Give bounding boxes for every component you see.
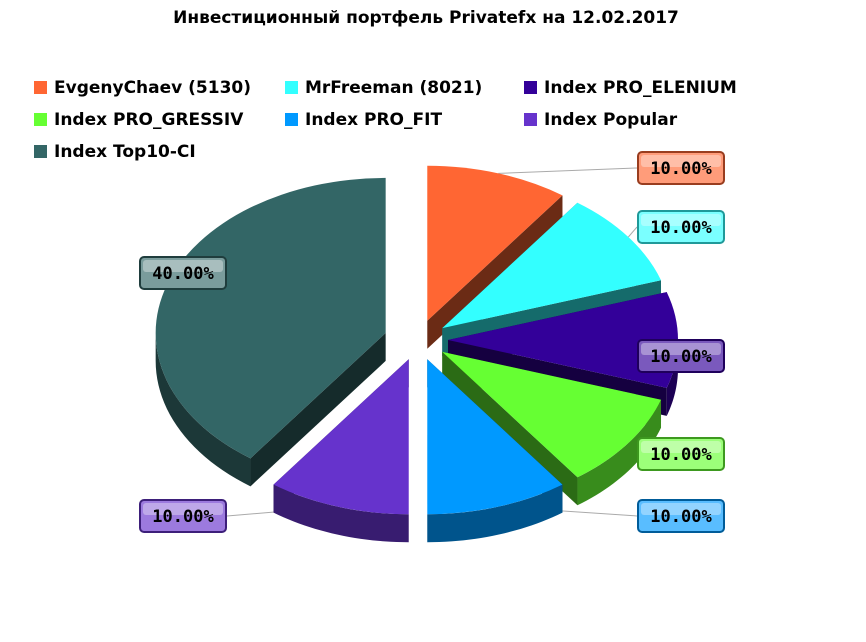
value-label-4: 10.00% (637, 437, 725, 471)
legend-label-4: Index PRO_GRESSIV (54, 110, 244, 130)
legend-label-5: Index PRO_FIT (305, 110, 442, 130)
legend: EvgenyChaev (5130) MrFreeman (8021) Index … (34, 78, 737, 162)
value-label-text-4: 10.00% (650, 445, 712, 465)
legend-swatch-7 (34, 145, 47, 158)
value-label-text-2: 10.00% (650, 218, 712, 238)
legend-swatch-4 (34, 113, 47, 126)
legend-label-2: MrFreeman (8021) (305, 78, 482, 98)
legend-swatch-1 (34, 81, 47, 94)
pie-slice-7 (155, 177, 386, 459)
value-label-2: 10.00% (637, 210, 725, 244)
slice-labels: 10.00% 10.00% 10.00% 10.00% 10.00% 10.00% 40.0… (139, 151, 725, 533)
legend-label-3: Index PRO_ELENIUM (544, 78, 737, 98)
value-label-text-7: 40.00% (152, 264, 214, 284)
pie-slice-1 (427, 165, 563, 321)
value-label-text-5: 10.00% (650, 507, 712, 527)
legend-label-1: EvgenyChaev (5130) (54, 78, 251, 98)
value-label-text-3: 10.00% (650, 347, 712, 367)
value-label-text-1: 10.00% (650, 159, 712, 179)
value-label-6: 10.00% (139, 499, 227, 533)
value-label-1: 10.00% (637, 151, 725, 185)
legend-swatch-5 (285, 113, 298, 126)
value-label-7: 40.00% (139, 256, 227, 290)
pie-slice-2 (442, 202, 662, 329)
legend-swatch-3 (524, 81, 537, 94)
value-label-5: 10.00% (637, 499, 725, 533)
pie-slice-3 (448, 292, 678, 388)
value-label-text-6: 10.00% (152, 507, 214, 527)
pie-slice-5 (427, 359, 563, 515)
slice-side-7 (155, 332, 386, 487)
pie-slice-4 (442, 351, 662, 478)
slice-side-1 (427, 195, 563, 349)
value-label-3: 10.00% (637, 339, 725, 373)
chart-title: Инвестиционный портфель Privatefx на 12.… (173, 8, 679, 28)
legend-label-6: Index Popular (544, 110, 678, 130)
legend-swatch-6 (524, 113, 537, 126)
legend-label-7: Index Top10-CI (54, 142, 196, 162)
leader-line-2 (627, 226, 638, 238)
pie-slice-6 (273, 359, 409, 515)
leader-line-1 (498, 167, 638, 174)
slice-tops (155, 165, 678, 515)
legend-swatch-2 (285, 81, 298, 94)
